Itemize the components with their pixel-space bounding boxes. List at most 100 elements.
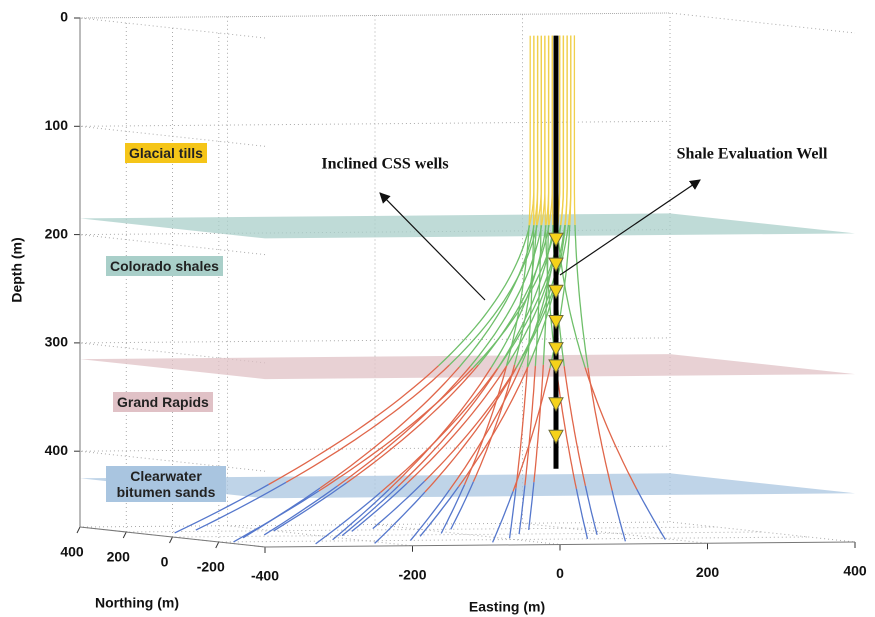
- z-tick-label: 200: [45, 225, 69, 241]
- well-trajectory: [440, 484, 466, 534]
- arrow: [559, 179, 701, 276]
- well-trajectory: [584, 367, 638, 490]
- well-trajectory: [388, 367, 492, 490]
- well-trajectory: [517, 224, 570, 365]
- axis-line: [79, 526, 266, 548]
- well-trajectory: [575, 488, 589, 540]
- tick-mark: [169, 536, 173, 544]
- grid-line: [669, 13, 856, 543]
- well-trajectory: [528, 35, 531, 226]
- x-tick-label: 0: [556, 565, 564, 581]
- well-trajectory: [524, 366, 537, 486]
- grid-line: [522, 14, 708, 544]
- well-trajectory: [263, 485, 338, 536]
- well-trajectory: [559, 35, 565, 226]
- z-tick-label: 0: [60, 9, 68, 25]
- well-trajectory: [563, 366, 587, 486]
- well-trajectory: [419, 486, 460, 537]
- well-trajectory: [515, 367, 529, 489]
- well-trajectory: [508, 488, 517, 539]
- well-trajectory: [573, 35, 576, 226]
- well-trajectory: [424, 368, 517, 493]
- axis-line: [264, 541, 856, 548]
- well-trajectory: [351, 482, 408, 532]
- well-trajectory: [318, 367, 474, 492]
- x-tick-label: 400: [843, 563, 867, 579]
- grid-line: [227, 16, 413, 547]
- well-trajectory: [337, 365, 471, 487]
- well-trajectory: [424, 364, 519, 482]
- box-edge: [79, 12, 856, 34]
- well-trajectory: [379, 368, 499, 493]
- x-tick-label: 200: [696, 564, 720, 580]
- well-trajectory: [551, 35, 554, 226]
- sensor: [548, 284, 564, 300]
- well-trajectory: [584, 485, 598, 535]
- sensor: [548, 257, 564, 273]
- well-trajectory: [332, 488, 390, 541]
- well-trajectory: [463, 365, 508, 486]
- formation-label: Clearwater bitumen sands: [106, 466, 226, 502]
- well-trajectory: [409, 489, 451, 541]
- y-tick-label: -200: [197, 559, 225, 575]
- well-trajectory: [564, 35, 568, 226]
- x-tick-label: -400: [251, 568, 279, 584]
- well-trajectory: [556, 225, 586, 368]
- well-trajectory: [233, 490, 320, 543]
- tick-mark: [122, 531, 127, 539]
- well-trajectory: [533, 364, 544, 483]
- formation-label: Grand Rapids: [113, 392, 213, 412]
- y-tick-label: 0: [161, 554, 169, 570]
- well-trajectory: [174, 483, 269, 534]
- well-trajectory: [319, 366, 460, 489]
- sensor: [548, 359, 564, 374]
- well-trajectory: [528, 482, 535, 530]
- well-trajectory: [346, 364, 479, 484]
- annotation: Inclined CSS wells: [321, 156, 448, 173]
- well-trajectory: [636, 488, 666, 540]
- well-trajectory: [341, 485, 399, 537]
- tick-mark: [215, 541, 220, 549]
- well-trajectory: [535, 35, 539, 226]
- well-trajectory: [611, 490, 627, 542]
- grid: 0 100 200 300 400 -400 -200 0 200 400 -200 0 200 400: [45, 9, 867, 584]
- well-trajectory: [555, 367, 578, 489]
- sensor: [548, 315, 564, 330]
- sensor: [548, 429, 564, 445]
- well-trajectory: [406, 364, 508, 484]
- well-trajectory: [315, 492, 381, 545]
- well-trajectory: [472, 225, 557, 369]
- well-trajectory: [555, 35, 561, 226]
- formation-label: Glacial tills: [125, 143, 207, 163]
- x-axis-label: Easting (m): [469, 599, 545, 615]
- wells: [174, 35, 666, 545]
- z-tick-label: 300: [45, 334, 69, 350]
- well-trajectory: [518, 485, 526, 535]
- x-tick-label: -200: [398, 566, 426, 582]
- well-trajectory: [374, 491, 426, 544]
- well-trajectory: [268, 365, 439, 486]
- well-trajectory: [542, 225, 550, 365]
- well-trajectory: [372, 480, 426, 530]
- annotation: Shale Evaluation Well: [677, 146, 828, 163]
- well-trajectory: [285, 364, 450, 483]
- well-trajectory: [472, 364, 516, 482]
- well-trajectory: [448, 367, 521, 491]
- well-trajectory: [515, 225, 566, 369]
- overlay: [548, 35, 564, 469]
- formation-plane: [80, 354, 855, 380]
- well-trajectory: [492, 491, 514, 543]
- well-trajectory: [574, 224, 589, 368]
- formation-plane: [80, 473, 855, 499]
- well-trajectory: [469, 225, 543, 367]
- y-tick-label: 400: [60, 544, 84, 560]
- well-trajectory: [397, 366, 500, 487]
- well-trajectory: [458, 225, 535, 368]
- well-trajectory: [587, 367, 613, 491]
- arrow: [379, 192, 486, 301]
- well-trajectory: [273, 482, 347, 532]
- planes: [80, 213, 855, 499]
- well-trajectory: [450, 481, 474, 530]
- sensor: [548, 232, 564, 248]
